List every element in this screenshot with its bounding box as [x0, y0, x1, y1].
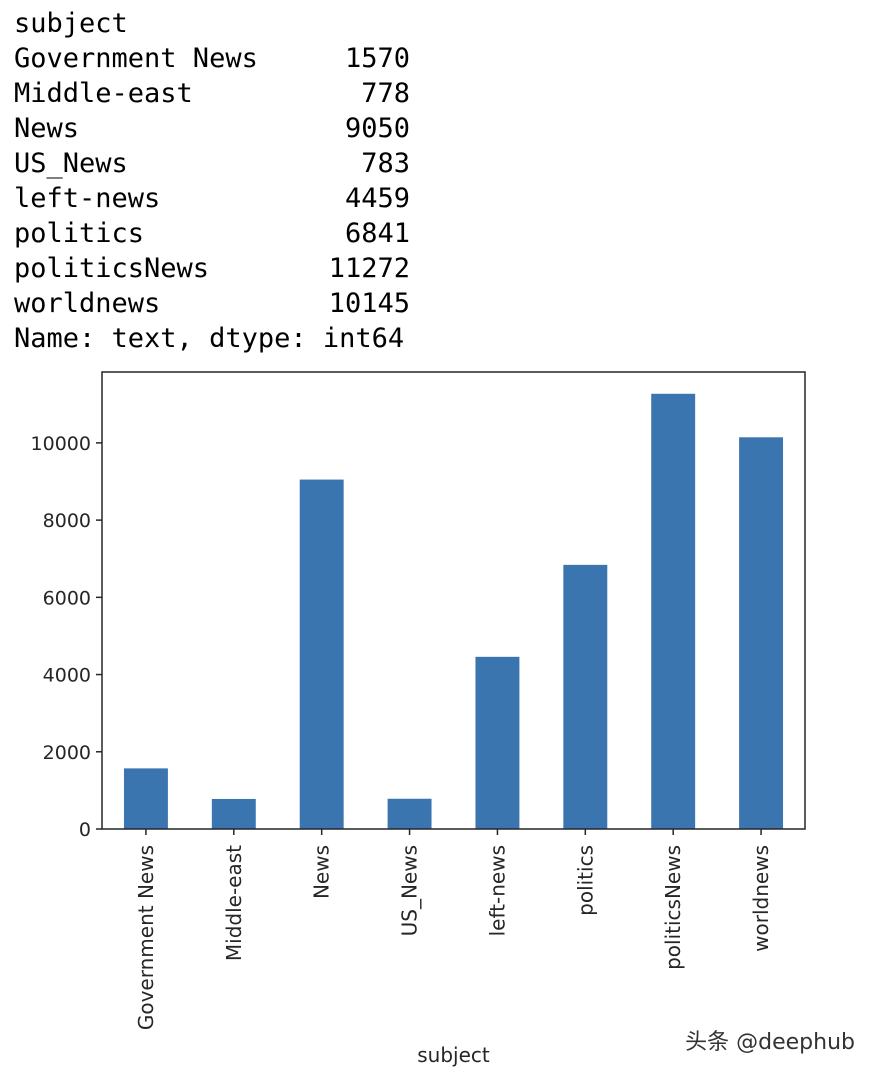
- series-footer: Name: text, dtype: int64: [14, 323, 405, 354]
- x-tick-label: politics: [573, 845, 597, 916]
- bar-politicsnews: [651, 393, 696, 829]
- y-tick-label: 0: [79, 819, 91, 841]
- series-row-value: 1570: [344, 43, 410, 74]
- x-tick-label: worldnews: [749, 845, 773, 952]
- series-row-label: Government News: [14, 43, 258, 74]
- series-row-value: 6841: [344, 218, 410, 249]
- y-tick-label: 4000: [43, 665, 91, 687]
- bar-worldnews: [739, 437, 784, 829]
- series-row-label: left-news: [14, 183, 161, 214]
- series-row-label: worldnews: [14, 288, 161, 319]
- series-row: left-news 4459: [14, 181, 410, 216]
- watermark: 头条 @deephub: [685, 1030, 855, 1055]
- series-row: Government News 1570: [14, 41, 410, 76]
- bar-politics: [563, 564, 608, 829]
- series-row: worldnews 10145: [14, 286, 410, 321]
- y-tick-label: 8000: [43, 510, 91, 532]
- plot-frame: [101, 371, 806, 830]
- series-row: politicsNews 11272: [14, 251, 410, 286]
- series-row-value: 783: [361, 148, 410, 179]
- y-tick-label: 10000: [31, 433, 91, 455]
- series-row: Middle-east 778: [14, 76, 410, 111]
- series-row-label: Middle-east: [14, 78, 193, 109]
- x-axis-label: subject: [417, 1043, 490, 1067]
- bar-government-news: [123, 768, 168, 829]
- x-tick-label: Government News: [134, 845, 158, 1030]
- series-row-label: US_News: [14, 148, 128, 179]
- bar-news: [299, 479, 344, 829]
- bar-middle-east: [211, 798, 256, 829]
- series-row-label: politics: [14, 218, 145, 249]
- cell-output-text: subject Government News 1570 Middle-east…: [14, 6, 410, 356]
- y-tick-label: 6000: [43, 587, 91, 609]
- series-row-label: News: [14, 113, 80, 144]
- x-tick-label: politicsNews: [661, 845, 685, 970]
- x-tick-label: News: [310, 845, 334, 899]
- x-axis: Government News Middle-east News US_News lef…: [134, 829, 773, 1030]
- bar-chart: 0 2000 4000 6000 8000 10000 Government News Mi…: [31, 371, 806, 1067]
- series-row-value: 4459: [344, 183, 410, 214]
- x-tick-label: left-news: [485, 845, 509, 936]
- series-row-value: 778: [361, 78, 410, 109]
- series-row: News 9050: [14, 111, 410, 146]
- series-index-name: subject: [14, 8, 128, 39]
- y-tick-label: 2000: [43, 742, 91, 764]
- series-row-value: 9050: [344, 113, 410, 144]
- y-axis: 0 2000 4000 6000 8000 10000: [31, 433, 102, 841]
- bar-left-news: [475, 656, 520, 829]
- series-row-value: 11272: [328, 253, 410, 284]
- series-row: US_News 783: [14, 146, 410, 181]
- x-tick-label: Middle-east: [222, 845, 246, 961]
- x-tick-label: US_News: [398, 845, 422, 936]
- series-row: politics 6841: [14, 216, 410, 251]
- series-row-value: 10145: [328, 288, 410, 319]
- series-row-label: politicsNews: [14, 253, 210, 284]
- bar-us-news: [387, 798, 432, 829]
- bars-group: [123, 393, 784, 829]
